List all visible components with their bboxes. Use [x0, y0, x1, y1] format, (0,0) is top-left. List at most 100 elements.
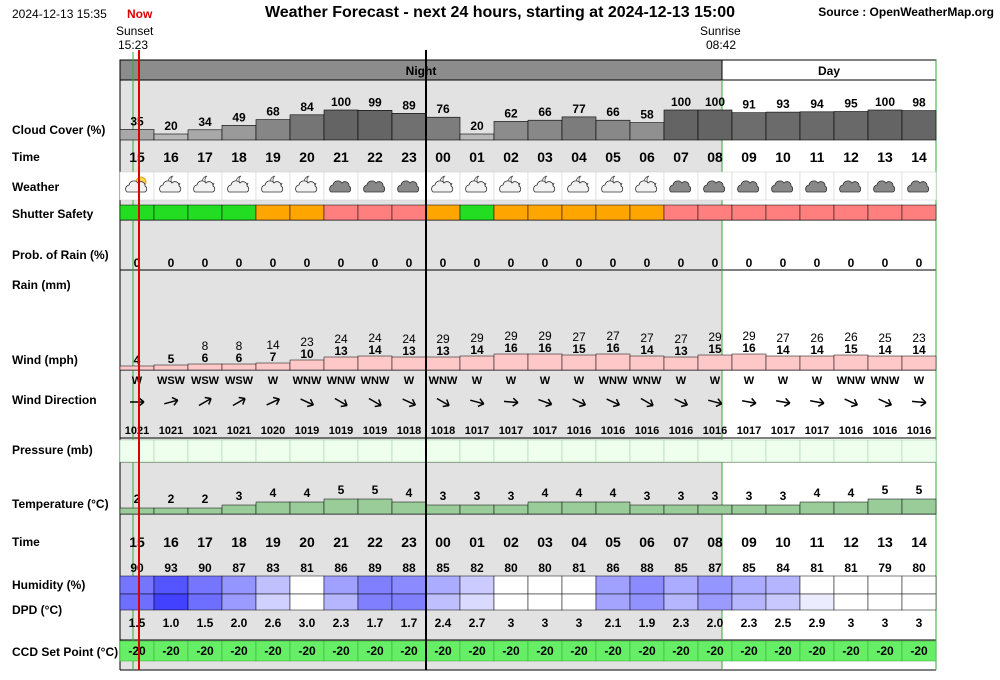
arrow-shaft — [538, 398, 552, 406]
time-label: 11 — [810, 149, 825, 165]
time-label: 15 — [129, 149, 145, 165]
cloud-value: 20 — [470, 119, 484, 133]
wind-arrow-icon — [266, 396, 281, 406]
cloud-icon — [363, 180, 386, 193]
wind-bar — [561, 354, 597, 371]
cloud-icon — [329, 180, 352, 193]
temperature-value: 3 — [780, 489, 787, 503]
humidity-value: 93 — [164, 561, 178, 575]
moon-cloud-icon — [295, 175, 318, 193]
arrow-head — [715, 398, 723, 408]
wind-gust-value: 24 — [402, 332, 416, 346]
dpd-cell — [187, 593, 223, 611]
wind-direction-label: WNW — [327, 375, 356, 387]
wind-speed-value: 5 — [168, 352, 175, 366]
sunrise-label: Sunrise — [700, 24, 741, 38]
wind-direction-label: W — [132, 375, 143, 387]
pressure-value: 1016 — [567, 425, 591, 437]
wind-bar — [663, 356, 699, 371]
cloud-icon — [703, 180, 726, 193]
humidity-value: 89 — [368, 561, 382, 575]
pressure-value: 1021 — [193, 425, 217, 437]
wind-gust-value: 25 — [878, 331, 892, 345]
temperature-value: 4 — [576, 486, 583, 500]
wind-bar — [901, 355, 937, 371]
pressure-value: 1016 — [907, 425, 931, 437]
wind-speed-value: 13 — [402, 344, 416, 358]
dpd-cell — [697, 593, 733, 611]
temperature-value: 4 — [270, 486, 277, 500]
wind-gust-value: 29 — [742, 329, 756, 343]
cloud-icon — [703, 180, 726, 193]
time-label: 05 — [605, 534, 621, 550]
temperature-bar — [221, 504, 257, 515]
rain-prob-value: 0 — [270, 256, 277, 270]
wind-direction-label: WNW — [293, 375, 322, 387]
cloud-bar — [697, 109, 733, 141]
cloud-bar — [731, 112, 767, 141]
cloud-icon — [737, 180, 760, 193]
wind-arrow-icon — [538, 398, 553, 408]
pressure-value: 1021 — [159, 425, 183, 437]
cloud-bar — [595, 119, 631, 141]
cloud-value: 84 — [300, 100, 314, 114]
cloud-icon — [839, 180, 862, 193]
time-label: 09 — [741, 534, 757, 550]
cloud-bar — [119, 129, 155, 141]
cloud-value: 100 — [331, 95, 351, 109]
pressure-value: 1018 — [397, 425, 421, 437]
cloud-bar — [561, 116, 597, 141]
cloud-value: 91 — [742, 98, 756, 112]
arrow-shaft — [334, 397, 348, 407]
shutter-cell-caution — [493, 204, 529, 221]
cloud-icon — [397, 180, 420, 193]
temperature-bar — [391, 501, 427, 515]
wind-speed-value: 14 — [878, 343, 892, 357]
cloud-bar — [425, 116, 461, 141]
wind-bar — [425, 356, 461, 371]
temperature-bar — [289, 501, 325, 515]
cloud-value: 99 — [368, 95, 382, 109]
cloud-icon — [907, 180, 930, 193]
temperature-value: 3 — [746, 489, 753, 503]
wind-arrow-icon — [878, 398, 893, 408]
time-label: 07 — [673, 534, 689, 550]
temperature-value: 3 — [236, 489, 243, 503]
time-label: 23 — [401, 149, 417, 165]
wind-speed-value: 14 — [810, 343, 824, 357]
shutter-cell-unsafe — [833, 204, 869, 221]
dpd-value: 2.3 — [741, 616, 758, 630]
arrow-shaft — [368, 397, 382, 407]
shutter-cell-caution — [561, 204, 597, 221]
cloud-icon — [329, 180, 352, 193]
moon-cloud-icon — [227, 175, 250, 193]
humidity-value: 82 — [470, 561, 484, 575]
wind-speed-value: 14 — [368, 343, 382, 357]
arrow-shaft — [164, 399, 178, 405]
pressure-cell — [527, 439, 563, 463]
wind-speed-value: 15 — [572, 342, 586, 356]
dpd-cell — [629, 593, 665, 611]
cloud-value: 100 — [875, 95, 895, 109]
rain-prob-value: 0 — [882, 256, 889, 270]
shutter-cell-safe — [221, 204, 257, 221]
pressure-cell — [663, 439, 699, 463]
rain-prob-value: 0 — [236, 256, 243, 270]
cloud-value: 95 — [844, 97, 858, 111]
arrow-shaft — [572, 398, 586, 406]
time-label: 02 — [503, 149, 519, 165]
arrow-head — [646, 399, 654, 408]
wind-speed-value: 14 — [470, 343, 484, 357]
time-label: 21 — [333, 149, 349, 165]
wind-direction-label: WNW — [429, 375, 458, 387]
wind-gust-value: 8 — [236, 339, 243, 353]
temperature-bar — [459, 504, 495, 515]
wind-speed-value: 13 — [436, 344, 450, 358]
wind-direction-label: W — [268, 375, 279, 387]
wind-arrow-icon — [911, 397, 927, 407]
cloud-value: 77 — [572, 102, 586, 116]
humidity-value: 81 — [300, 561, 314, 575]
time-label: 11 — [810, 534, 825, 550]
dpd-cell — [357, 593, 393, 611]
ccd-value: -20 — [400, 644, 418, 658]
